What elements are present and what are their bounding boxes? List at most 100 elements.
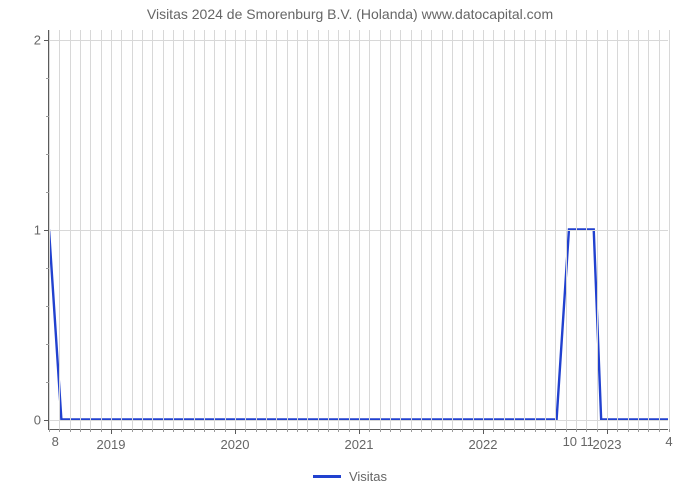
- v-gridline: [307, 30, 308, 429]
- x-minor-tick: [545, 429, 546, 432]
- x-minor-tick: [380, 429, 381, 432]
- x-minor-tick: [49, 429, 50, 432]
- x-minor-tick: [142, 429, 143, 432]
- x-minor-tick: [452, 429, 453, 432]
- v-gridline: [90, 30, 91, 429]
- v-gridline: [555, 30, 556, 429]
- x-minor-tick: [276, 429, 277, 432]
- x-minor-tick: [245, 429, 246, 432]
- v-gridline: [287, 30, 288, 429]
- v-gridline: [359, 30, 360, 429]
- legend-swatch: [313, 475, 341, 478]
- x-minor-tick: [287, 429, 288, 432]
- v-gridline: [617, 30, 618, 429]
- v-gridline: [132, 30, 133, 429]
- x-minor-tick: [524, 429, 525, 432]
- x-minor-tick: [369, 429, 370, 432]
- x-minor-tick: [514, 429, 515, 432]
- v-gridline: [421, 30, 422, 429]
- x-minor-tick: [659, 429, 660, 432]
- v-gridline: [101, 30, 102, 429]
- v-gridline: [70, 30, 71, 429]
- v-gridline: [597, 30, 598, 429]
- x-minor-tick: [173, 429, 174, 432]
- x-minor-tick: [411, 429, 412, 432]
- x-minor-tick: [576, 429, 577, 432]
- v-gridline: [431, 30, 432, 429]
- v-gridline: [514, 30, 515, 429]
- v-gridline: [328, 30, 329, 429]
- x-minor-tick: [266, 429, 267, 432]
- v-gridline: [545, 30, 546, 429]
- x-minor-tick: [59, 429, 60, 432]
- v-gridline: [266, 30, 267, 429]
- v-gridline: [638, 30, 639, 429]
- v-gridline: [59, 30, 60, 429]
- v-gridline: [225, 30, 226, 429]
- v-gridline: [349, 30, 350, 429]
- x-minor-tick: [204, 429, 205, 432]
- x-minor-tick: [318, 429, 319, 432]
- x-minor-tick: [442, 429, 443, 432]
- x-minor-tick: [648, 429, 649, 432]
- x-minor-tick: [669, 429, 670, 432]
- v-gridline: [369, 30, 370, 429]
- value-label: 11: [580, 434, 594, 449]
- v-gridline: [49, 30, 50, 429]
- x-minor-tick: [431, 429, 432, 432]
- v-gridline: [183, 30, 184, 429]
- x-minor-tick: [70, 429, 71, 432]
- v-gridline: [524, 30, 525, 429]
- v-gridline: [462, 30, 463, 429]
- x-minor-tick: [586, 429, 587, 432]
- v-gridline: [338, 30, 339, 429]
- v-gridline: [648, 30, 649, 429]
- v-gridline: [121, 30, 122, 429]
- x-minor-tick: [256, 429, 257, 432]
- v-gridline: [256, 30, 257, 429]
- v-gridline: [483, 30, 484, 429]
- v-gridline: [659, 30, 660, 429]
- x-tick-mark: [607, 429, 608, 434]
- v-gridline: [318, 30, 319, 429]
- x-tick-mark: [359, 429, 360, 434]
- x-minor-tick: [338, 429, 339, 432]
- x-minor-tick: [473, 429, 474, 432]
- v-gridline: [276, 30, 277, 429]
- x-minor-tick: [101, 429, 102, 432]
- x-minor-tick: [390, 429, 391, 432]
- x-minor-tick: [152, 429, 153, 432]
- v-gridline: [245, 30, 246, 429]
- x-tick-mark: [111, 429, 112, 434]
- x-minor-tick: [638, 429, 639, 432]
- v-gridline: [535, 30, 536, 429]
- x-minor-tick: [214, 429, 215, 432]
- v-gridline: [452, 30, 453, 429]
- plot-area: 01220192020202120222023810114: [48, 30, 668, 430]
- v-gridline: [152, 30, 153, 429]
- v-gridline: [504, 30, 505, 429]
- x-minor-tick: [163, 429, 164, 432]
- chart-container: Visitas 2024 de Smorenburg B.V. (Holanda…: [0, 0, 700, 500]
- v-gridline: [411, 30, 412, 429]
- x-tick-mark: [235, 429, 236, 434]
- x-minor-tick: [225, 429, 226, 432]
- v-gridline: [669, 30, 670, 429]
- x-minor-tick: [132, 429, 133, 432]
- v-gridline: [380, 30, 381, 429]
- v-gridline: [80, 30, 81, 429]
- v-gridline: [400, 30, 401, 429]
- legend: Visitas: [0, 465, 700, 484]
- v-gridline: [163, 30, 164, 429]
- value-label: 10: [563, 434, 577, 449]
- x-minor-tick: [297, 429, 298, 432]
- x-minor-tick: [349, 429, 350, 432]
- chart-title: Visitas 2024 de Smorenburg B.V. (Holanda…: [0, 6, 700, 22]
- x-minor-tick: [504, 429, 505, 432]
- x-minor-tick: [421, 429, 422, 432]
- x-minor-tick: [400, 429, 401, 432]
- v-gridline: [473, 30, 474, 429]
- x-minor-tick: [617, 429, 618, 432]
- value-label: 8: [52, 434, 59, 449]
- v-gridline: [235, 30, 236, 429]
